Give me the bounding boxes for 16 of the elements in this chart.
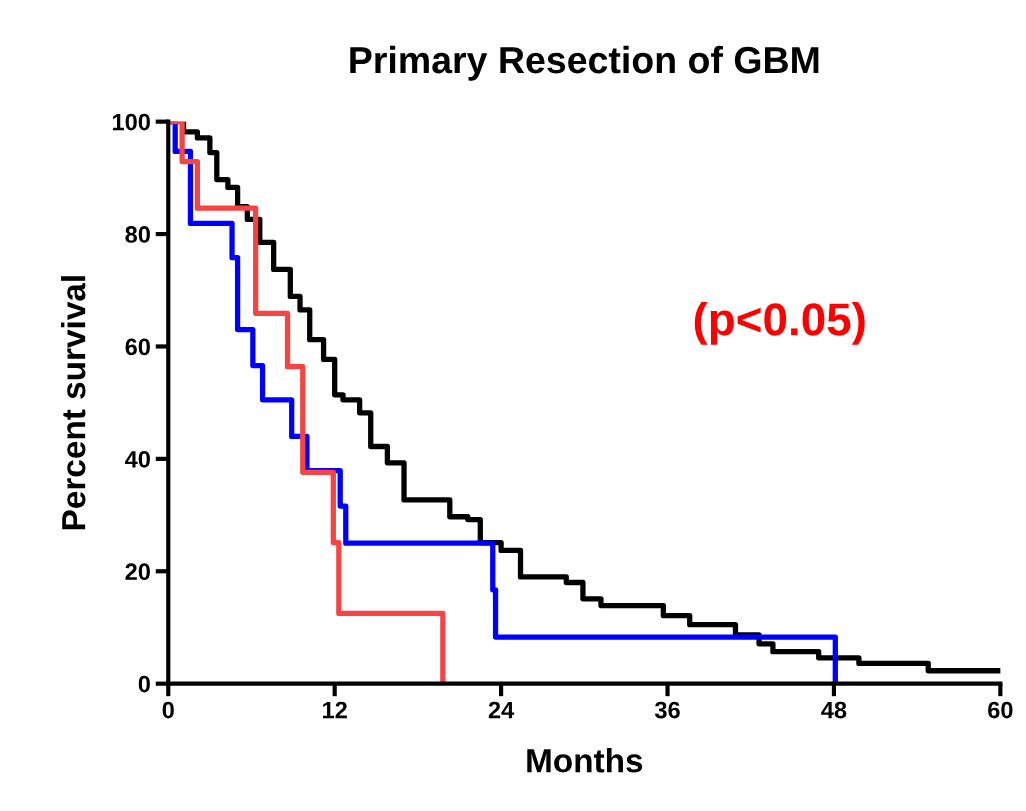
chart-title: Primary Resection of GBM — [350, 45, 819, 81]
x-tick-label: 12 — [323, 701, 347, 719]
annotation: (p<0.05) — [694, 302, 865, 345]
x-tick-label: 36 — [654, 701, 680, 719]
y-tick-label: 100 — [113, 113, 150, 131]
y-tick-label: 20 — [125, 563, 150, 581]
x-tick-label: 60 — [988, 701, 1013, 719]
x-axis-title: Months — [527, 748, 643, 773]
y-axis-title: Percent survival — [61, 276, 86, 530]
y-tick-label: 40 — [125, 450, 150, 468]
x-tick-label: 0 — [162, 701, 174, 719]
y-tick-label: 80 — [125, 226, 150, 243]
y-tick-label: 0 — [138, 675, 150, 693]
x-tick-label: 48 — [821, 701, 847, 719]
y-tick-label: 60 — [125, 338, 150, 356]
x-tick-label: 24 — [488, 701, 515, 719]
